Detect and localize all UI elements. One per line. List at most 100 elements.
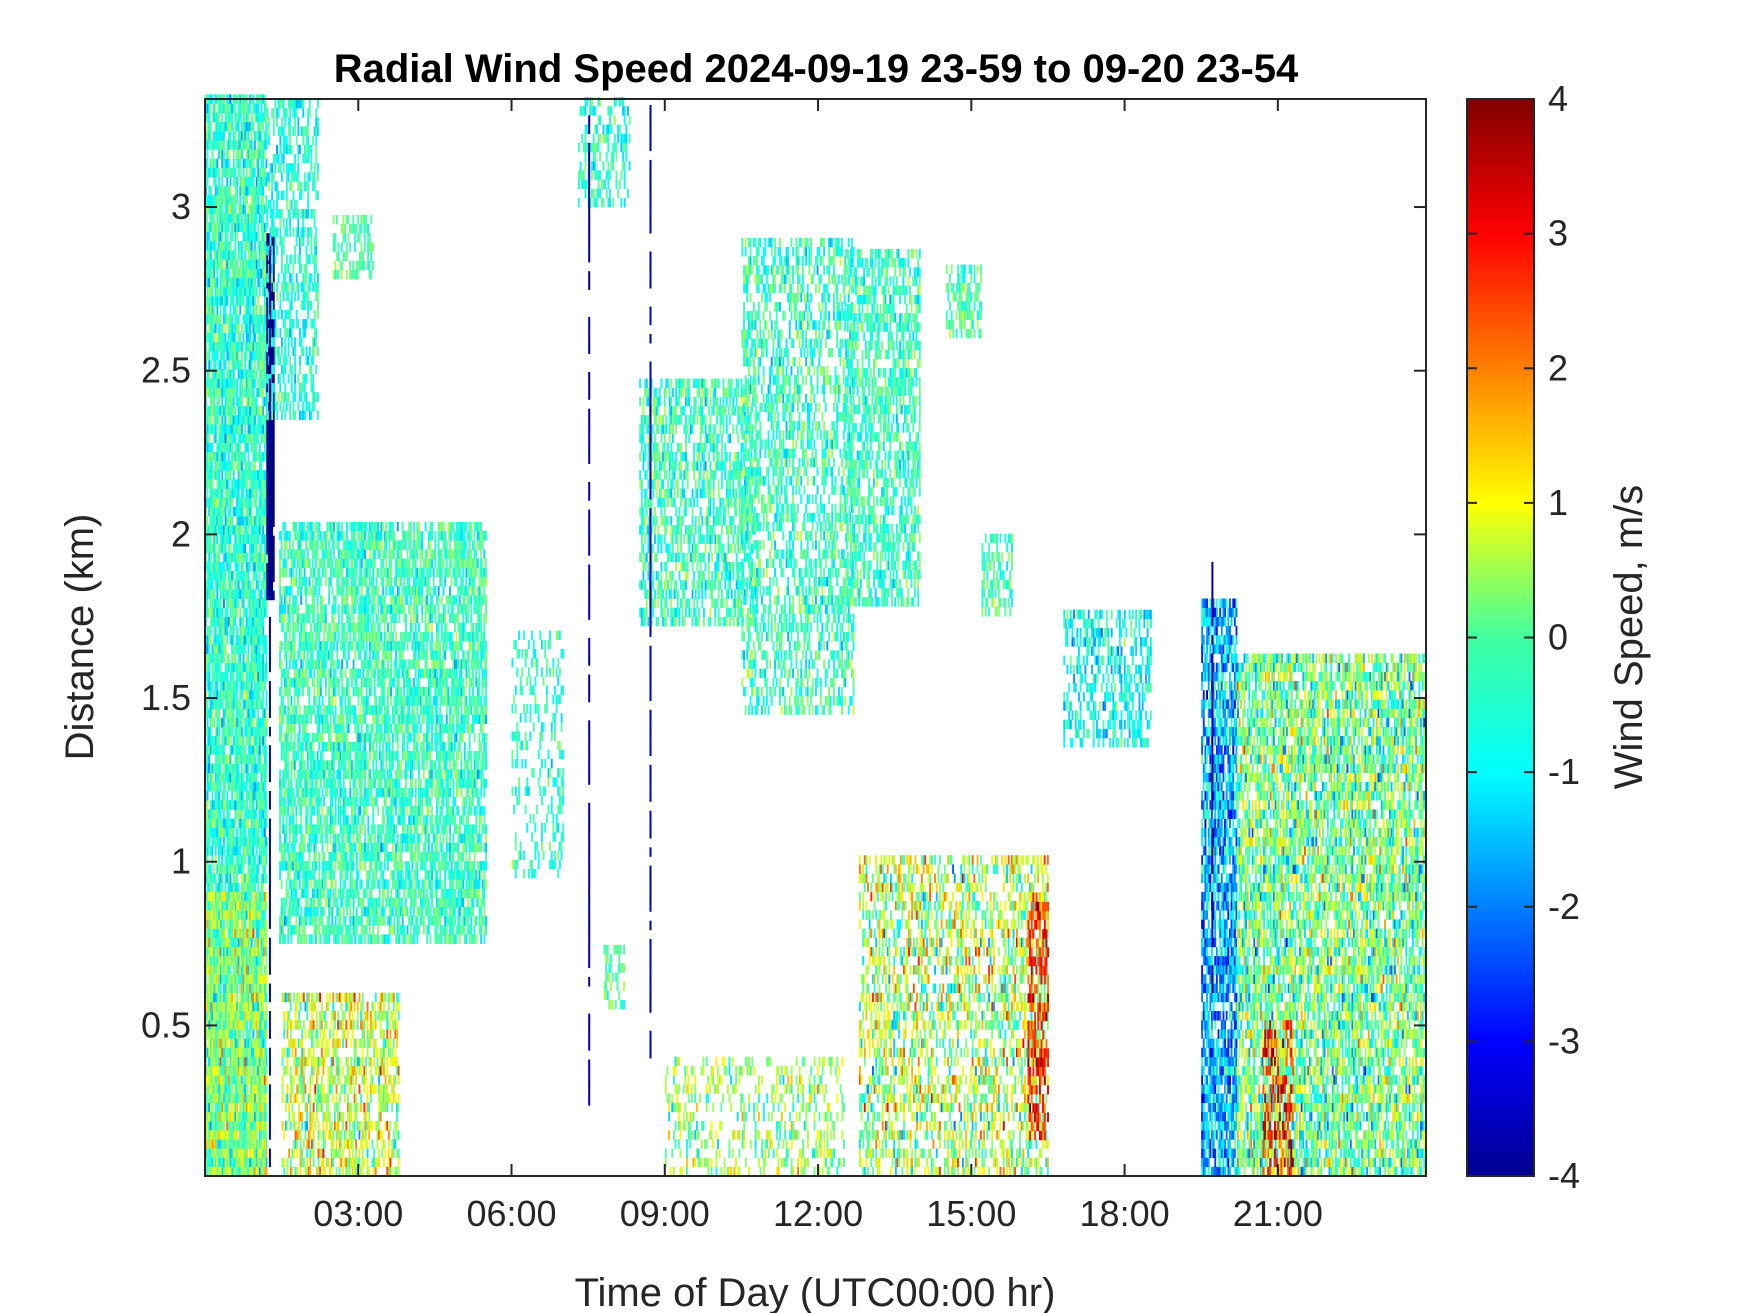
heatmap-cell bbox=[216, 561, 219, 572]
heatmap-cell bbox=[254, 396, 256, 407]
heatmap-cell bbox=[250, 616, 253, 627]
heatmap-cell bbox=[211, 937, 214, 948]
heatmap-cell bbox=[231, 882, 234, 893]
heatmap-cell bbox=[257, 1102, 260, 1113]
heatmap-cell bbox=[236, 387, 238, 398]
heatmap-cell bbox=[255, 1011, 258, 1021]
heatmap-cell bbox=[254, 186, 256, 196]
heatmap-cell bbox=[265, 121, 268, 132]
heatmap-cell bbox=[234, 1020, 237, 1030]
heatmap-cell bbox=[229, 571, 232, 581]
heatmap-cell bbox=[244, 818, 247, 828]
heatmap-cell bbox=[254, 626, 256, 636]
heatmap-cell bbox=[208, 259, 211, 269]
heatmap-cell bbox=[258, 946, 261, 957]
heatmap-cell bbox=[209, 488, 212, 499]
heatmap-cell bbox=[262, 415, 265, 425]
heatmap-cell bbox=[213, 800, 216, 810]
heatmap-cell bbox=[216, 891, 219, 902]
heatmap-cell bbox=[218, 598, 220, 608]
heatmap-cell bbox=[232, 433, 235, 444]
heatmap-cell bbox=[254, 231, 256, 242]
heatmap-cell bbox=[254, 745, 256, 755]
heatmap-cell bbox=[242, 846, 245, 856]
heatmap-cell bbox=[247, 809, 250, 819]
heatmap-cell bbox=[209, 561, 212, 572]
heatmap-cell bbox=[227, 901, 230, 911]
heatmap-cell bbox=[226, 158, 229, 169]
heatmap-cell bbox=[260, 974, 263, 984]
heatmap-cell bbox=[218, 424, 220, 434]
heatmap-cell bbox=[236, 1075, 238, 1085]
heatmap-cell bbox=[221, 754, 224, 764]
heatmap-cell bbox=[211, 259, 214, 269]
heatmap-cell bbox=[232, 222, 235, 233]
heatmap-cell bbox=[206, 488, 209, 499]
heatmap-cell bbox=[249, 213, 251, 224]
heatmap-cell bbox=[262, 1075, 265, 1085]
heatmap-cell bbox=[247, 726, 250, 737]
heatmap-cell bbox=[250, 1011, 253, 1021]
heatmap-cell bbox=[239, 415, 242, 425]
heatmap-cell bbox=[252, 818, 255, 828]
heatmap-cell bbox=[263, 946, 266, 957]
heatmap-cell bbox=[267, 590, 270, 601]
heatmap-cell bbox=[219, 681, 222, 691]
heatmap-cell bbox=[245, 699, 248, 709]
heatmap-cell bbox=[242, 561, 245, 572]
heatmap-cell bbox=[262, 433, 265, 444]
heatmap-cell bbox=[260, 726, 263, 737]
heatmap-cell bbox=[254, 855, 256, 865]
heatmap-cell bbox=[211, 607, 214, 618]
heatmap-cell bbox=[219, 1056, 222, 1067]
heatmap-cell bbox=[206, 956, 209, 966]
heatmap-cell bbox=[272, 398, 275, 408]
heatmap-cell bbox=[229, 662, 232, 673]
heatmap-cell bbox=[258, 121, 261, 132]
heatmap-cell bbox=[227, 891, 230, 902]
heatmap-cell bbox=[254, 277, 256, 288]
heatmap-cell bbox=[257, 662, 260, 673]
heatmap-cell bbox=[247, 213, 250, 224]
heatmap-cell bbox=[255, 671, 258, 682]
heatmap-cell bbox=[209, 360, 212, 370]
heatmap-cell bbox=[227, 204, 230, 214]
heatmap-cell bbox=[214, 616, 217, 627]
heatmap-cell bbox=[257, 387, 260, 398]
heatmap-cell bbox=[223, 653, 225, 663]
heatmap-cell bbox=[245, 1056, 248, 1067]
heatmap-cell bbox=[211, 488, 214, 499]
heatmap-cell bbox=[263, 268, 266, 279]
heatmap-cell bbox=[272, 508, 275, 518]
heatmap-cell bbox=[262, 708, 265, 718]
heatmap-cell bbox=[263, 241, 266, 251]
heatmap-cell bbox=[252, 451, 255, 462]
heatmap-cell bbox=[216, 919, 219, 929]
heatmap-cell bbox=[250, 846, 253, 856]
heatmap-cell bbox=[255, 690, 258, 700]
heatmap-cell bbox=[223, 525, 225, 535]
heatmap-cell bbox=[241, 222, 243, 233]
heatmap-cell bbox=[263, 937, 266, 948]
heatmap-cell bbox=[254, 589, 256, 599]
heatmap-cell bbox=[255, 653, 258, 663]
heatmap-cell bbox=[206, 415, 209, 425]
heatmap-cell bbox=[224, 580, 227, 590]
heatmap-cell bbox=[206, 809, 209, 819]
heatmap-cell bbox=[271, 554, 274, 564]
heatmap-cell bbox=[257, 525, 260, 535]
heatmap-cell bbox=[221, 992, 224, 1003]
heatmap-cell bbox=[254, 1020, 256, 1030]
heatmap-cell bbox=[218, 809, 220, 819]
heatmap-cell bbox=[226, 277, 229, 288]
heatmap-cell bbox=[262, 332, 265, 343]
heatmap-cell bbox=[262, 946, 265, 957]
heatmap-cell bbox=[227, 681, 230, 691]
heatmap-cell bbox=[224, 882, 227, 893]
heatmap-cell bbox=[245, 516, 248, 526]
heatmap-cell bbox=[250, 378, 253, 389]
heatmap-cell bbox=[237, 919, 240, 929]
heatmap-cell bbox=[260, 754, 263, 764]
heatmap-cell bbox=[241, 1056, 243, 1067]
heatmap-cell bbox=[237, 965, 240, 975]
